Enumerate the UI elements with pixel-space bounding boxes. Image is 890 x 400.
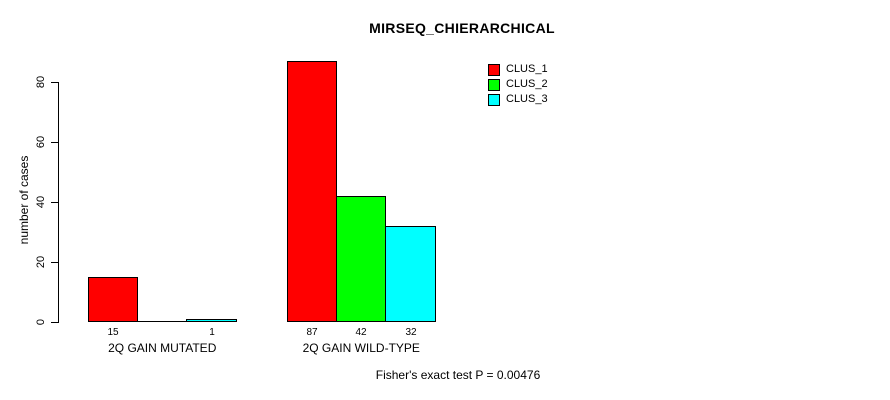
y-tick-label: 60 xyxy=(35,135,47,149)
y-tick-mark xyxy=(51,322,58,323)
bar-clus_1-group2 xyxy=(287,61,337,322)
y-axis-line xyxy=(58,82,59,323)
bar-clus_3-group2 xyxy=(385,226,436,322)
x-category-label: 2Q GAIN WILD-TYPE xyxy=(302,341,420,355)
bar-value-label: 42 xyxy=(355,327,367,338)
y-tick-mark xyxy=(51,262,58,263)
y-tick-mark xyxy=(51,202,58,203)
footnote-text: Fisher's exact test P = 0.00476 xyxy=(375,368,541,382)
y-tick-mark xyxy=(51,142,58,143)
bar-value-label: 87 xyxy=(306,327,318,338)
bar-clus_3-group1 xyxy=(186,319,237,322)
bar-value-label: 15 xyxy=(107,327,119,338)
x-category-label: 2Q GAIN MUTATED xyxy=(108,341,217,355)
bar-clus_2-group2 xyxy=(336,196,386,322)
legend-label: CLUS_2 xyxy=(506,78,548,90)
y-tick-label: 0 xyxy=(35,318,47,326)
bar-value-label: 1 xyxy=(209,327,215,338)
y-axis-title: number of cases xyxy=(17,155,31,245)
legend-swatch-clus_2 xyxy=(488,79,500,91)
chart-title: MIRSEQ_CHIERARCHICAL xyxy=(369,20,555,36)
legend-label: CLUS_1 xyxy=(506,63,548,75)
y-tick-label: 40 xyxy=(35,195,47,209)
y-tick-mark xyxy=(51,82,58,83)
y-tick-label: 80 xyxy=(35,75,47,89)
y-tick-label: 20 xyxy=(35,255,47,269)
legend-swatch-clus_1 xyxy=(488,64,500,76)
legend-label: CLUS_3 xyxy=(506,93,548,105)
bar-clus_2-group1-zero xyxy=(137,321,187,322)
legend-swatch-clus_3 xyxy=(488,94,500,106)
bar-clus_1-group1 xyxy=(88,277,138,322)
bar-value-label: 32 xyxy=(405,327,417,338)
